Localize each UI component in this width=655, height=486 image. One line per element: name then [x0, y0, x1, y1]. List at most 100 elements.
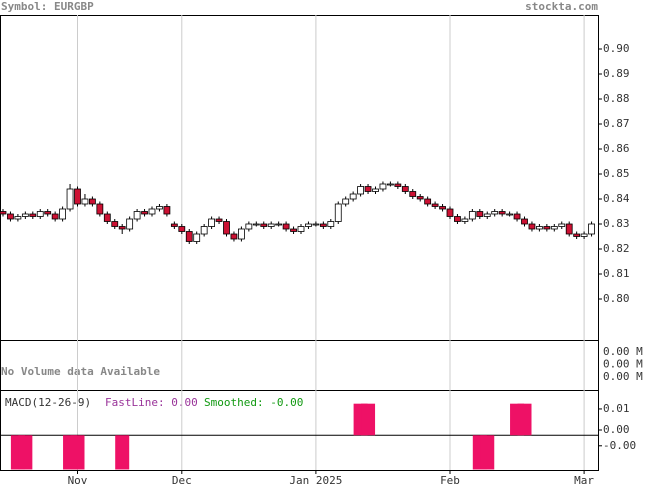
candle-body: [29, 213, 37, 217]
candle-body: [461, 218, 469, 222]
candle-body: [260, 223, 268, 227]
candle-body: [252, 223, 260, 226]
candle-body: [588, 223, 595, 235]
candle-body: [305, 223, 312, 227]
candle-body: [103, 213, 111, 222]
x-tick-label: Nov: [68, 474, 88, 486]
candle-body: [424, 198, 432, 205]
candle-body: [223, 221, 230, 235]
y-tick-label: 0.01: [603, 402, 630, 415]
candle-body: [409, 191, 417, 197]
volume-tick-label: 0.00 M: [603, 358, 643, 371]
y-tick-label: 0.80: [603, 292, 630, 305]
candle-body: [364, 186, 372, 192]
candle-body: [208, 218, 216, 227]
y-tick-label: 0.87: [603, 117, 630, 130]
volume-note: No Volume data Available: [1, 365, 160, 378]
y-tick-label: 0.85: [603, 167, 630, 180]
fast-label: FastLine: 0.00: [105, 396, 198, 409]
candle-body: [528, 223, 536, 230]
macd-bar: [480, 435, 495, 470]
candle-body: [148, 208, 156, 215]
candle-body: [506, 213, 514, 216]
candle-body: [476, 211, 484, 217]
candle-body: [565, 223, 573, 235]
candle-body: [357, 186, 365, 195]
candle-body: [372, 188, 379, 192]
candle-body: [319, 223, 327, 227]
candle-body: [59, 208, 66, 220]
candle-body: [386, 183, 394, 186]
x-tick-label: Jan 2025: [289, 474, 342, 486]
candle-body: [483, 213, 491, 217]
candle-body: [282, 223, 290, 230]
candle-body: [21, 213, 29, 217]
candle-body: [215, 218, 223, 222]
candle-body: [454, 216, 461, 222]
candle-body: [297, 226, 305, 232]
candle-body: [468, 211, 476, 220]
candle-body: [237, 228, 245, 240]
candle-body: [0, 211, 7, 215]
candle-body: [156, 206, 163, 210]
candle-body: [89, 198, 96, 205]
y-tick-label: 0.81: [603, 267, 630, 280]
candle-body: [7, 213, 14, 220]
candle-body: [170, 223, 178, 227]
candle-body: [275, 223, 283, 226]
y-tick-label: 0.86: [603, 142, 630, 155]
candle-body: [141, 211, 148, 215]
candle-body: [74, 188, 81, 205]
candle-body: [334, 203, 342, 222]
y-tick-label: -0.00: [603, 439, 636, 452]
candle-body: [431, 203, 439, 207]
candle-body: [379, 183, 387, 190]
candle-body: [81, 198, 89, 205]
candle-body: [573, 233, 581, 237]
candle-body: [118, 226, 126, 230]
candle-body: [550, 226, 558, 230]
candle-body: [267, 223, 275, 227]
candle-body: [178, 226, 186, 232]
candle-body: [66, 188, 74, 210]
macd-label: MACD(12-26-9): [5, 396, 91, 409]
candle-body: [491, 211, 499, 215]
candle-body: [558, 223, 566, 227]
x-tick-label: Feb: [440, 474, 460, 486]
y-tick-label: 0.83: [603, 217, 630, 230]
x-tick-label: Dec: [172, 474, 192, 486]
volume-tick-label: 0.00 M: [603, 345, 643, 358]
volume-tick-label: 0.00 M: [603, 370, 643, 383]
candle-body: [349, 193, 357, 200]
candle-body: [536, 226, 543, 230]
candle-body: [513, 213, 521, 220]
candle-body: [439, 206, 446, 210]
candle-body: [498, 211, 506, 215]
candle-body: [394, 183, 402, 187]
candle-body: [342, 198, 350, 205]
candle-body: [36, 211, 44, 217]
macd-bar: [517, 403, 532, 436]
candle-body: [290, 228, 297, 232]
chart-title: Symbol: EURGBP: [1, 0, 94, 13]
candle-body: [133, 211, 141, 220]
macd-bar: [18, 435, 33, 470]
candle-body: [44, 211, 52, 215]
candle-body: [111, 221, 119, 227]
candle-body: [327, 221, 335, 227]
candle-body: [51, 213, 59, 220]
candle-body: [446, 208, 454, 217]
y-tick-label: 0.82: [603, 242, 630, 255]
candle-body: [14, 216, 22, 220]
y-tick-label: 0.88: [603, 92, 630, 105]
source: stockta.com: [525, 0, 598, 13]
macd-bar: [115, 435, 130, 470]
candle-body: [193, 233, 201, 242]
candle-body: [200, 226, 208, 235]
candle-body: [163, 206, 171, 215]
candle-body: [580, 233, 588, 237]
y-tick-label: 0.90: [603, 42, 630, 55]
candle-body: [401, 186, 409, 192]
